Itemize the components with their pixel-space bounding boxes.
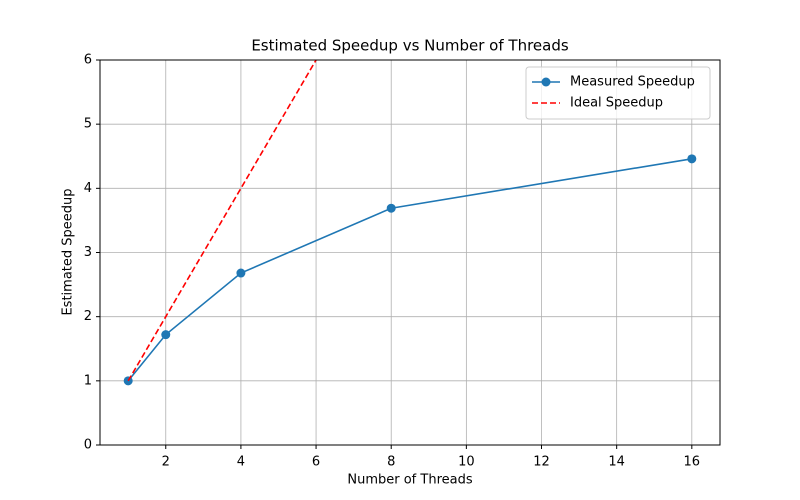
y-tick-label: 1: [84, 373, 92, 388]
series-line: [127, 60, 317, 382]
y-axis-label: Estimated Speedup: [61, 188, 76, 315]
y-tick-label: 3: [84, 245, 92, 260]
x-tick-label: 6: [312, 455, 320, 470]
chart-title: Estimated Speedup vs Number of Threads: [251, 37, 569, 55]
legend: Measured Speedup Ideal Speedup: [525, 66, 711, 120]
point: [161, 330, 171, 340]
x-tick-label: 12: [533, 455, 550, 470]
plot-area: [123, 60, 697, 386]
x-tick-label: 2: [162, 455, 170, 470]
series-line: [127, 158, 692, 382]
legend-marker: [541, 77, 551, 87]
y-tick-label: 0: [84, 438, 92, 453]
point: [386, 203, 396, 213]
x-tick-label: 16: [684, 455, 701, 470]
y-tick-label: 2: [84, 309, 92, 324]
x-tick-label: 8: [387, 455, 395, 470]
x-tick-label: 14: [608, 455, 625, 470]
y-tick-label: 6: [84, 53, 92, 68]
legend-label: Ideal Speedup: [570, 96, 663, 111]
legend-box: [525, 66, 711, 120]
y-tick-label: 4: [84, 181, 92, 196]
x-tick-label: 10: [458, 455, 475, 470]
point: [687, 154, 697, 164]
legend-label: Measured Speedup: [570, 75, 695, 90]
point: [236, 268, 246, 278]
x-tick-label: 4: [237, 455, 245, 470]
y-tick-label: 5: [84, 117, 92, 132]
x-axis-label: Number of Threads: [347, 473, 472, 488]
